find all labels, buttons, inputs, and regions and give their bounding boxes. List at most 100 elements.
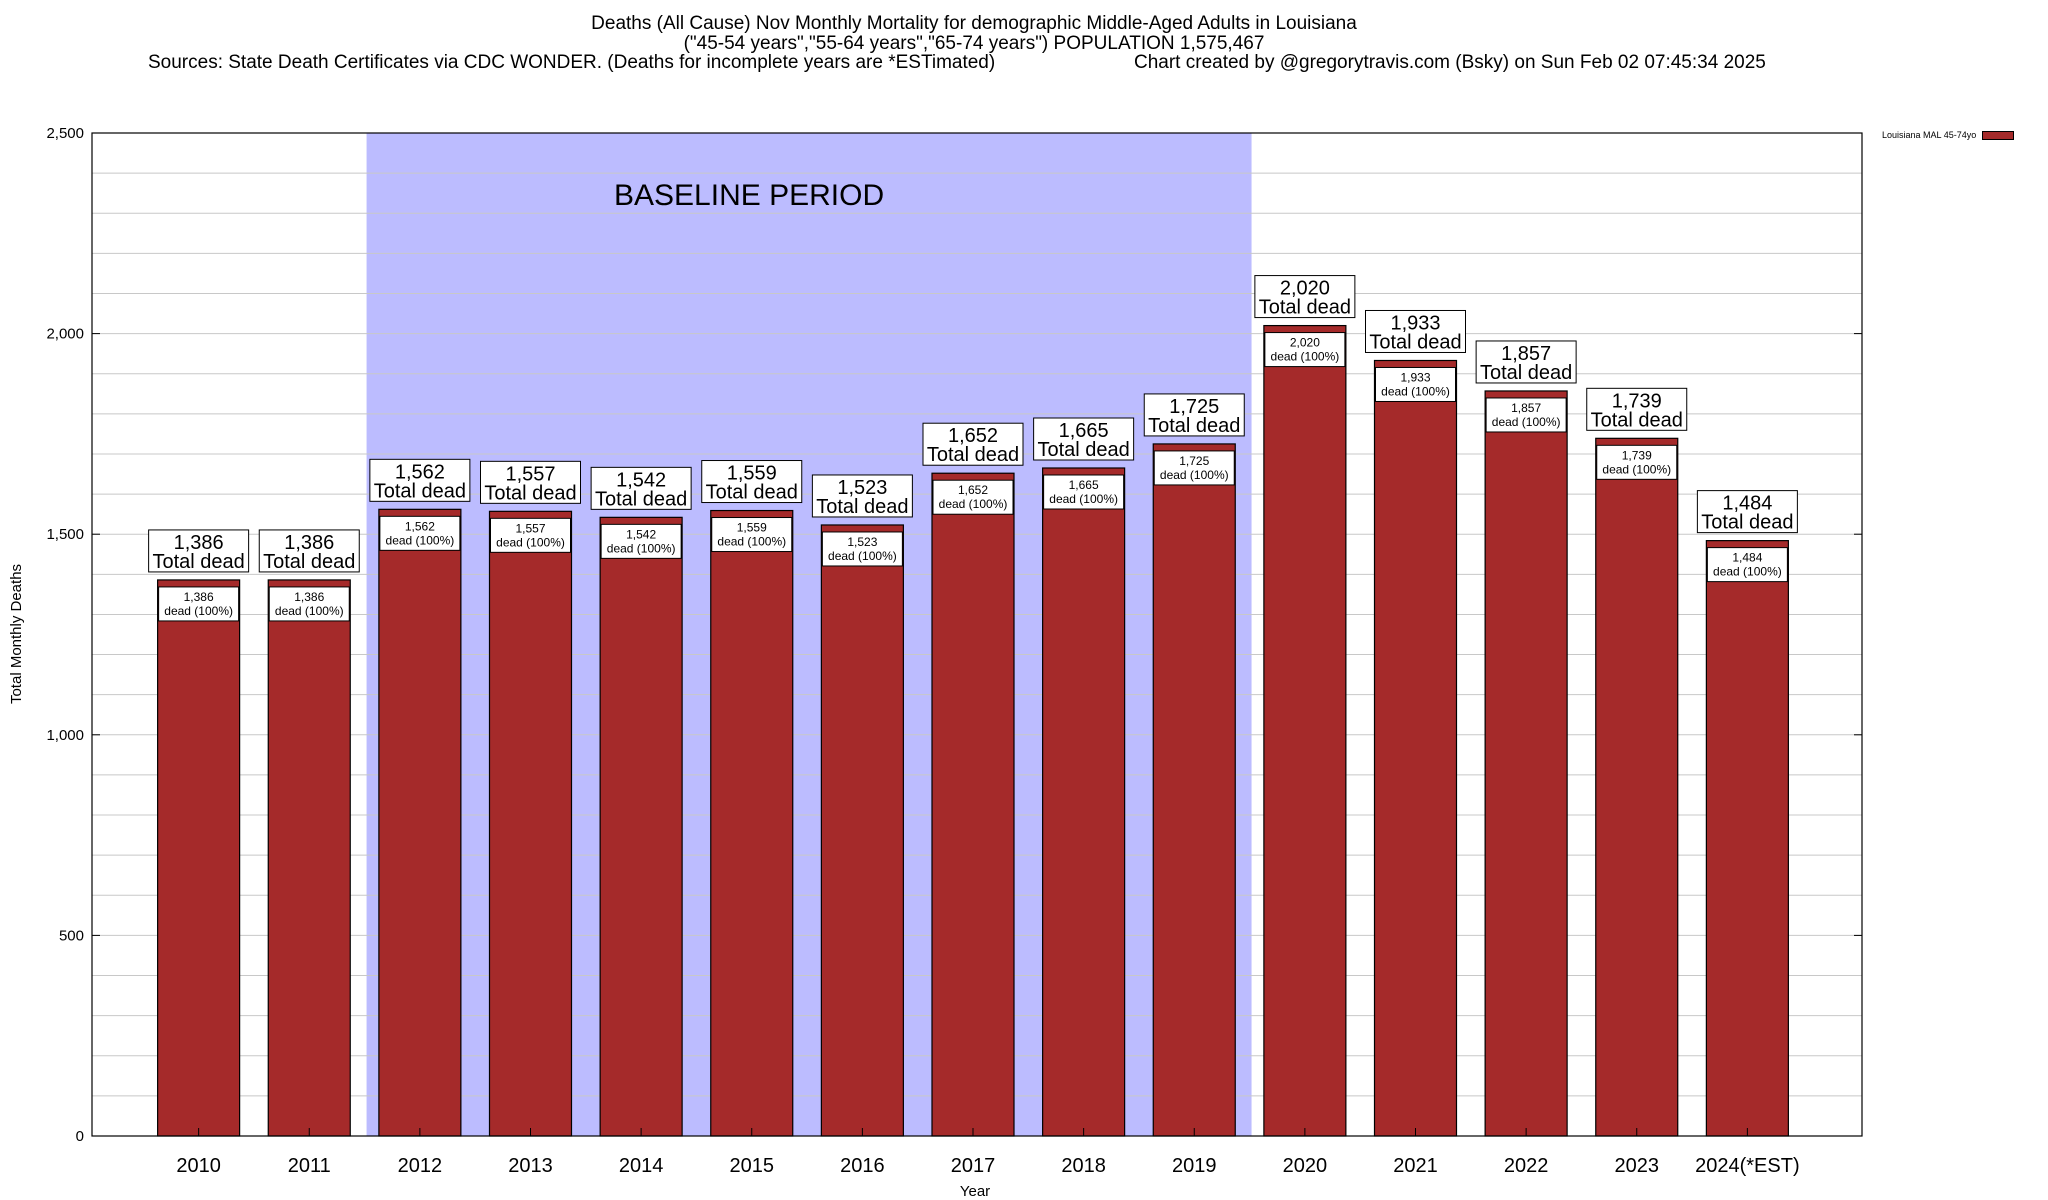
- chart-title-line-2: ("45-54 years","55-64 years","65-74 year…: [683, 33, 1265, 54]
- bar-total-label-box: [369, 458, 471, 502]
- bar-total-value-label: 1,386: [284, 532, 334, 554]
- x-tick-label: 2017: [951, 1155, 996, 1177]
- bar: [1484, 390, 1568, 1137]
- bar-inner-value-label: 1,562: [405, 519, 435, 533]
- bar-inner-label-box: [490, 517, 571, 553]
- bar: [1263, 324, 1347, 1137]
- chart-title-line-1: Deaths (All Cause) Nov Monthly Mortality…: [591, 13, 1357, 34]
- x-tick-label: 2020: [1283, 1155, 1328, 1177]
- bar-total-label-box: [1475, 340, 1577, 384]
- bar-total-label-box: [480, 460, 581, 504]
- bar: [1705, 540, 1789, 1137]
- x-tick-label: 2015: [730, 1155, 775, 1177]
- bar-inner-value-label: 1,739: [1622, 448, 1652, 462]
- bar-inner-value-label: 1,523: [847, 535, 877, 549]
- bar-total-text-label: Total dead: [1480, 362, 1572, 384]
- bar: [820, 524, 904, 1137]
- x-tick-label: 2022: [1504, 1155, 1549, 1177]
- bar-inner-percent-label: dead (100%): [386, 533, 455, 547]
- bar-inner-value-label: 1,652: [958, 483, 988, 497]
- y-tick-label: 1,000: [46, 727, 84, 744]
- bar-total-label-box: [701, 460, 803, 504]
- bar-total-value-label: 1,542: [616, 469, 666, 491]
- y-tick-label: 1,500: [46, 526, 84, 543]
- bar-inner-label-box: [1375, 366, 1456, 402]
- bar-inner-percent-label: dead (100%): [1381, 384, 1450, 398]
- bar-inner-label-box: [1264, 332, 1346, 368]
- bar-inner-label-box: [1596, 444, 1678, 480]
- bar-total-value-label: 1,523: [837, 477, 887, 499]
- bar-inner-percent-label: dead (100%): [1271, 350, 1340, 364]
- bar-total-text-label: Total dead: [706, 482, 798, 504]
- y-tick-label: 2,000: [46, 326, 84, 343]
- bar: [267, 579, 351, 1137]
- bar: [378, 508, 462, 1137]
- x-tick-label: 2018: [1061, 1155, 1106, 1177]
- bar-total-text-label: Total dead: [1591, 409, 1683, 431]
- bar-inner-label-box: [1043, 474, 1125, 510]
- x-tick-label: 2019: [1172, 1155, 1217, 1177]
- bar-total-value-label: 1,933: [1390, 312, 1440, 334]
- bar-total-value-label: 1,386: [174, 532, 224, 554]
- bar-inner-percent-label: dead (100%): [1713, 565, 1782, 579]
- bar-total-text-label: Total dead: [152, 551, 244, 573]
- bar-total-value-label: 1,562: [395, 461, 445, 483]
- x-tick-label: 2014: [619, 1155, 664, 1177]
- y-tick-label: 500: [59, 927, 84, 944]
- bar-inner-label-box: [158, 586, 240, 622]
- baseline-period-label: BASELINE PERIOD: [614, 179, 884, 212]
- bar-inner-value-label: 1,542: [626, 527, 656, 541]
- bar-inner-value-label: 1,386: [184, 590, 214, 604]
- y-axis-label: Total Monthly Deaths: [8, 564, 25, 704]
- chart-source-text: Sources: State Death Certificates via CD…: [148, 52, 996, 73]
- bar-total-text-label: Total dead: [1701, 512, 1793, 534]
- x-tick-label: 2016: [840, 1155, 885, 1177]
- bar-inner-label-box: [1706, 547, 1788, 583]
- bar-inner-percent-label: dead (100%): [1160, 468, 1229, 482]
- legend-series-label: Louisiana MAL 45-74yo: [1882, 130, 1977, 140]
- bar-total-label-box: [258, 529, 360, 573]
- bar-inner-label-box: [600, 523, 682, 559]
- bar-inner-percent-label: dead (100%): [496, 535, 565, 549]
- bar-total-label-box: [1033, 417, 1135, 461]
- bar-inner-percent-label: dead (100%): [607, 541, 676, 555]
- bar-total-text-label: Total dead: [1369, 331, 1461, 353]
- bar: [1152, 443, 1236, 1137]
- bar-inner-value-label: 1,933: [1400, 370, 1430, 384]
- bar-inner-percent-label: dead (100%): [1492, 415, 1561, 429]
- bar-inner-value-label: 1,725: [1179, 454, 1209, 468]
- x-axis-label: Year: [960, 1183, 990, 1200]
- bar-total-value-label: 1,484: [1722, 493, 1772, 515]
- bar: [710, 509, 794, 1137]
- legend-series-swatch: [1982, 130, 2015, 140]
- bar-total-label-box: [811, 474, 913, 518]
- bar-inner-value-label: 1,386: [294, 590, 324, 604]
- bar-total-label-box: [1365, 309, 1466, 353]
- y-tick-label: 2,500: [46, 125, 84, 142]
- bar-inner-percent-label: dead (100%): [275, 604, 344, 618]
- bar-total-value-label: 1,652: [948, 425, 998, 447]
- bar-inner-value-label: 2,020: [1290, 336, 1320, 350]
- x-tick-label: 2024(*EST): [1695, 1155, 1800, 1177]
- bar: [488, 510, 573, 1137]
- bar: [1595, 437, 1679, 1137]
- bar-total-text-label: Total dead: [816, 496, 908, 518]
- bar-total-label-box: [1586, 387, 1688, 431]
- bar-inner-label-box: [821, 531, 903, 567]
- bar-inner-value-label: 1,857: [1511, 401, 1541, 415]
- bar-total-value-label: 2,020: [1280, 278, 1330, 300]
- bar-total-text-label: Total dead: [927, 444, 1019, 466]
- bar-total-text-label: Total dead: [374, 480, 466, 502]
- bar-inner-percent-label: dead (100%): [164, 604, 233, 618]
- bar-inner-percent-label: dead (100%): [1049, 492, 1118, 506]
- bar-inner-label-box: [711, 517, 793, 553]
- bar-inner-label-box: [379, 515, 461, 551]
- bar-inner-value-label: 1,559: [737, 521, 767, 535]
- bar-total-text-label: Total dead: [1259, 297, 1351, 319]
- bar-total-label-box: [1143, 393, 1245, 437]
- bar-total-text-label: Total dead: [263, 551, 355, 573]
- bar: [931, 472, 1015, 1137]
- bar-total-value-label: 1,559: [727, 463, 777, 485]
- bar-inner-label-box: [1153, 450, 1235, 486]
